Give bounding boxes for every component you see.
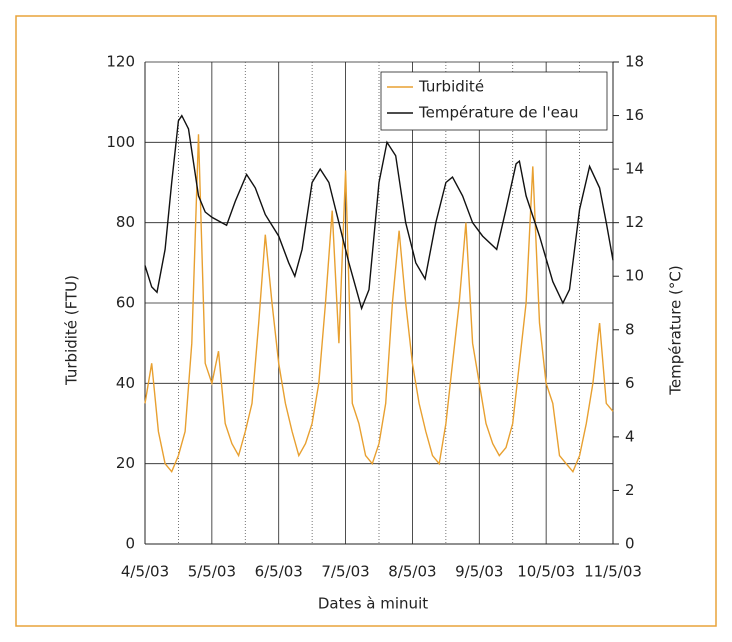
y2-tick-label: 4 — [625, 427, 635, 445]
y2-tick-label: 0 — [625, 535, 635, 553]
line — [144, 134, 614, 474]
y2-axis-label: Température (°C) — [667, 265, 685, 395]
legend-label: Turbidité — [418, 78, 484, 96]
y2-tick-label: 2 — [625, 481, 635, 499]
y2-tick-label: 12 — [625, 213, 644, 231]
y2-tick-label: 6 — [625, 374, 635, 392]
y-axis-label: Turbidité (FTU) — [63, 275, 81, 386]
legend-box — [380, 71, 608, 131]
y-tick-label: 100 — [106, 133, 135, 151]
y2-tick-label: 18 — [625, 53, 644, 71]
y2-tick-label: 10 — [625, 267, 644, 285]
x-tick-label: 4/5/03 — [121, 563, 169, 581]
x-tick-label: 5/5/03 — [188, 563, 236, 581]
x-tick-label: 7/5/03 — [321, 563, 369, 581]
x-tick-label: 10/5/03 — [517, 563, 575, 581]
y-tick-label: 20 — [116, 454, 135, 472]
y2-tick-label: 14 — [625, 160, 644, 178]
x-tick-label: 9/5/03 — [455, 563, 503, 581]
x-tick-label: 6/5/03 — [255, 563, 303, 581]
y-tick-label: 80 — [116, 213, 135, 231]
y2-tick-label: 8 — [625, 320, 635, 338]
y-tick-label: 0 — [125, 535, 135, 553]
y-tick-label: 40 — [116, 374, 135, 392]
line — [144, 114, 614, 311]
y2-tick-label: 16 — [625, 106, 644, 124]
x-tick-label: 11/5/03 — [584, 563, 642, 581]
x-tick-label: 8/5/03 — [388, 563, 436, 581]
frame — [15, 15, 717, 627]
y-tick-label: 60 — [116, 294, 135, 312]
legend-label: Température de l'eau — [418, 104, 579, 122]
x-axis-label: Dates à minuit — [318, 595, 428, 613]
y-tick-label: 120 — [106, 53, 135, 71]
